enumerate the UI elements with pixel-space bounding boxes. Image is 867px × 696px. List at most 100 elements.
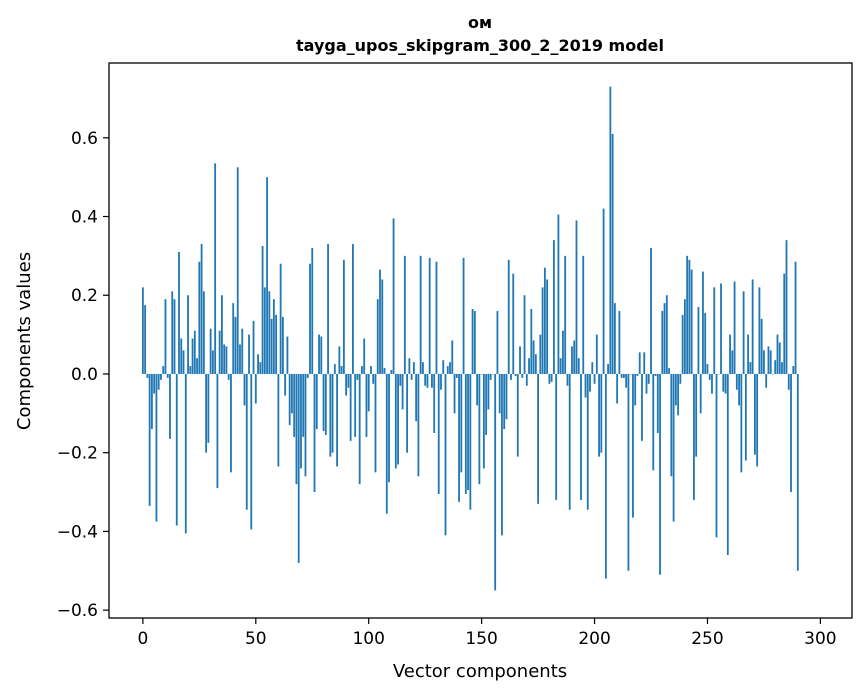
bar [286,336,289,374]
bar [607,364,609,374]
bar [464,373,467,495]
bar [211,350,214,374]
bar [760,318,763,374]
bar [623,373,625,378]
bar [677,373,680,416]
bar [352,244,354,374]
bar [738,373,740,406]
bar [611,133,614,374]
bar [347,373,350,388]
bar [765,373,768,388]
bar [665,295,668,374]
bar [627,373,630,571]
bar [433,373,436,433]
bar [397,373,399,465]
bar [792,366,795,374]
bar [706,364,709,374]
bar [455,373,458,378]
bar [300,373,302,469]
bar [783,273,786,374]
bar [722,373,725,392]
bar [568,373,571,510]
bar [428,257,431,374]
bar [356,373,359,380]
bar [401,373,404,410]
bar [693,373,695,500]
bar [726,373,729,556]
bar [234,316,237,374]
x-tick-label: 50 [245,629,267,649]
bar [683,299,686,374]
bar [516,373,519,457]
bar [733,281,736,374]
bar [230,373,232,473]
bar [521,373,524,378]
bar [388,373,390,483]
bar [254,373,257,404]
bar [275,314,278,374]
bar [514,373,517,376]
x-tick-label: 0 [137,629,148,649]
bar [288,373,291,426]
bar [160,373,162,380]
bar [171,291,174,374]
bar [394,373,397,469]
bar [758,287,761,374]
bar [417,373,420,477]
bar [184,373,187,534]
bar [218,330,221,374]
bar [552,240,555,374]
bar [329,373,332,457]
bar [272,299,275,374]
bar [652,373,655,471]
bar [735,373,738,390]
bar [408,358,411,374]
bar [281,316,284,374]
y-tick-label: 0.0 [71,365,98,385]
bar [589,373,591,392]
bar [532,340,535,374]
bar [593,373,596,384]
bar [638,352,641,374]
bar [214,163,217,374]
bar [381,279,384,374]
bar [385,373,388,514]
bar [232,303,235,374]
bar [674,373,677,406]
bar [180,338,183,374]
x-tick-label: 100 [352,629,384,649]
bar [643,352,646,374]
bar [672,373,675,522]
bar [720,283,722,374]
bar [462,257,465,374]
bar [711,373,713,394]
bar [616,373,619,404]
bar [487,373,490,410]
bar [333,364,336,374]
bar [582,255,585,374]
bar [236,167,239,374]
bar [458,373,460,502]
bar [324,373,327,435]
bar [293,373,296,437]
bar [200,244,203,374]
bar [331,373,334,453]
bar [270,318,273,374]
bar [776,334,779,374]
bar [751,279,754,374]
bar [659,373,661,575]
bar [175,373,178,526]
bar [613,303,616,374]
bar [528,358,530,374]
bar [681,314,684,374]
bar [266,177,268,374]
bar [460,373,463,473]
bar [625,373,628,388]
bar [555,373,558,500]
bar [451,340,454,374]
bar [699,373,702,414]
x-axis-ticks: 0 50 100 150 200 250 300 [137,618,837,649]
bar [591,362,594,374]
bar [498,373,501,414]
bar [550,373,553,382]
